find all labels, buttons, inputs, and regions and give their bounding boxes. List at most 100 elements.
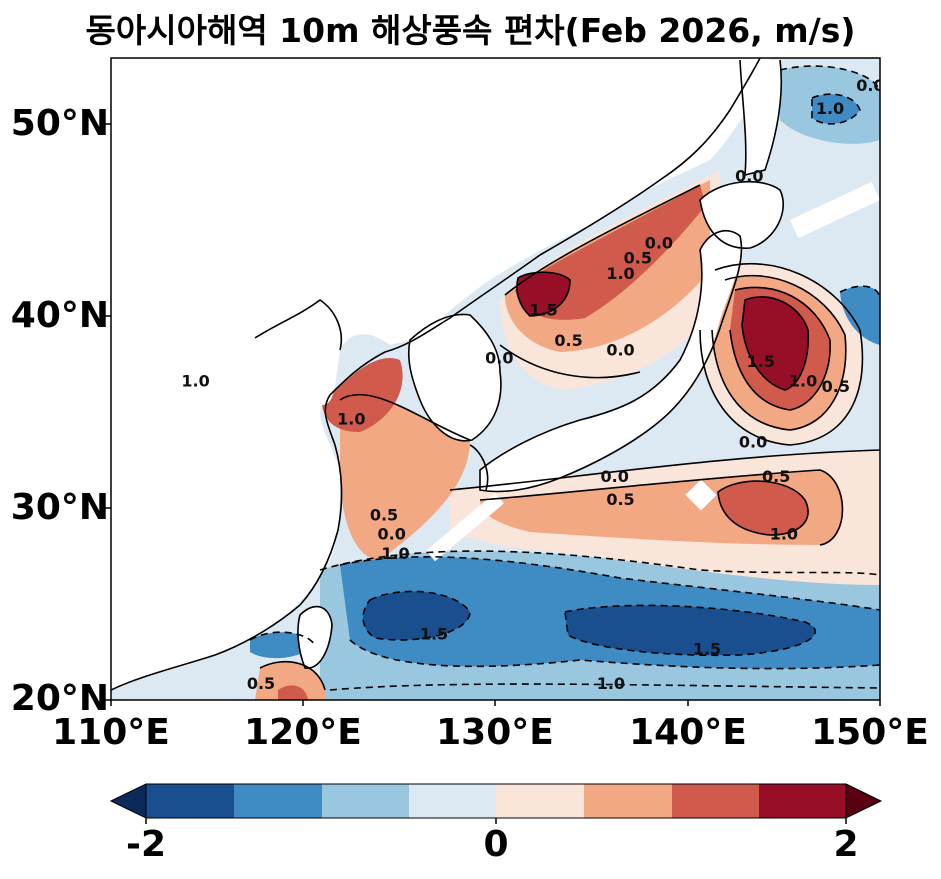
contour-neg-mid: [339, 556, 880, 611]
contour-label-8: 1.0: [816, 99, 844, 118]
contour-label-13: 0.0: [739, 433, 767, 452]
land-korea: [408, 313, 502, 441]
contour-lines-negative: [249, 65, 880, 691]
contour-neg-outer: [319, 550, 880, 576]
coastline-kyushu: [469, 444, 489, 491]
contour-label-20: 0.5: [370, 506, 398, 525]
coastline-bohai: [254, 299, 342, 351]
contour-label-10: 1.5: [747, 352, 775, 371]
contour-neg-okhotsk-core: [811, 93, 861, 125]
coastline-china: [111, 58, 761, 691]
contour-label-4: 1.0: [606, 264, 634, 283]
positive-sea-of-japan-core: [516, 272, 570, 316]
negative-core-east: [565, 605, 816, 656]
contour-neg-sw: [249, 631, 316, 646]
contour-label-21: 0.0: [378, 525, 406, 544]
contour-label-3: 0.0: [485, 348, 513, 367]
ytick-label-40n: 40°N: [10, 295, 109, 336]
negative-east-edge: [840, 286, 880, 345]
contour-label-11: 1.0: [789, 371, 817, 390]
contour-label-25: 1.0: [597, 674, 625, 693]
land-izu-patch: [685, 479, 717, 511]
contour-label-0: 1.5: [529, 301, 557, 320]
contour-label-6: 0.0: [645, 233, 673, 252]
colorbar-label-zero: 0: [483, 824, 509, 865]
contour-yellow-sea: [339, 393, 471, 441]
contour-label-17: 0.5: [606, 490, 634, 509]
contour-label-22: 1.0: [381, 544, 409, 563]
colorbar-label-min: -2: [126, 824, 166, 865]
colorbar-seg-6: [584, 784, 672, 818]
negative-core-west: [363, 591, 470, 640]
contour-lines: [259, 184, 880, 691]
coastline-taiwan: [297, 605, 333, 669]
map-title: 동아시아해역 10m 해상풍속 편차(Feb 2026, m/s): [85, 11, 856, 50]
coastline-japan: [479, 229, 743, 493]
colorbar-seg-1: [146, 784, 234, 818]
contour-positive-30n-mid: [479, 469, 844, 546]
contour-neg-okhotsk: [779, 65, 880, 91]
xtick-label-110e: 110°E: [52, 712, 170, 753]
contour-positive-30n: [449, 449, 880, 491]
contour-labels: 1.50.50.00.01.00.50.00.01.00.01.51.0 0.50…: [181, 76, 884, 693]
contour-neg-core-east: [564, 604, 817, 657]
negative-okhotsk-core: [812, 94, 860, 124]
contour-label-5: 0.5: [624, 249, 652, 268]
map-area: 1.50.50.00.01.00.50.00.01.00.01.51.0 0.50…: [111, 58, 884, 700]
contour-sea-of-japan: [504, 184, 701, 296]
positive-scs-outer: [255, 661, 325, 700]
colorbar: [109, 783, 883, 824]
coastline-sakhalin: [739, 59, 783, 177]
contour-label-16: 0.0: [601, 467, 629, 486]
contour-label-7: 0.0: [735, 166, 763, 185]
contour-neg-east-edge: [839, 285, 880, 301]
xtick-label-130e: 130°E: [436, 712, 554, 753]
xtick-label-120e: 120°E: [244, 712, 362, 753]
coastline-hokkaido: [699, 180, 785, 249]
contour-label-2: 0.0: [606, 341, 634, 360]
positive-scs-core: [278, 685, 308, 700]
contour-sea-of-japan-zero: [499, 344, 641, 379]
coastlines: [111, 58, 785, 691]
colorbar-label-max: 2: [833, 824, 859, 865]
ytick-label-50n: 50°N: [10, 103, 109, 144]
colorbar-seg-3: [322, 784, 409, 818]
land-sakhalin: [740, 60, 782, 175]
xtick-label-140e: 140°E: [629, 712, 747, 753]
colorbar-seg-5: [496, 784, 584, 818]
colorbar-extend-low: [109, 783, 147, 819]
land-japan: [480, 230, 741, 492]
colorbar-seg-7: [672, 784, 759, 818]
positive-yellow-sea-outer: [340, 394, 470, 560]
contour-east-japan-core: [741, 296, 810, 391]
colorbar-extend-high: [845, 783, 883, 819]
land-ryukyu-patch: [426, 492, 504, 562]
colorbar-seg-2: [234, 784, 322, 818]
contour-sea-of-japan-core: [516, 271, 571, 317]
contour-neg-south: [329, 683, 880, 691]
contour-neg-lower: [349, 639, 880, 670]
ytick-label-30n: 30°N: [10, 487, 109, 528]
contour-east-japan-mid: [711, 274, 847, 431]
coastline-korea: [407, 313, 502, 442]
contour-label-26: 0.5: [247, 674, 275, 693]
land-taiwan: [297, 606, 332, 669]
contour-label-15: 1.0: [770, 525, 798, 544]
positive-core-30n: [718, 481, 809, 535]
contour-core-30n: [717, 480, 809, 536]
contour-east-japan-outer: [699, 262, 864, 446]
contour-label-9: 0.0: [856, 76, 884, 95]
contour-scs: [259, 660, 326, 691]
ytick-label-20n: 20°N: [10, 678, 109, 719]
contour-label-18: 1.0: [181, 371, 209, 390]
tick-marks: [105, 123, 881, 706]
contour-label-19: 1.0: [337, 410, 365, 429]
colorbar-seg-8: [759, 784, 846, 818]
contour-east-japan-inner: [729, 286, 831, 411]
contour-label-14: 0.5: [762, 467, 790, 486]
contour-label-1: 0.5: [554, 331, 582, 350]
contour-label-24: 1.5: [693, 640, 721, 659]
xtick-label-150e: 150°E: [811, 712, 929, 753]
positive-east-japan-core: [742, 296, 809, 390]
